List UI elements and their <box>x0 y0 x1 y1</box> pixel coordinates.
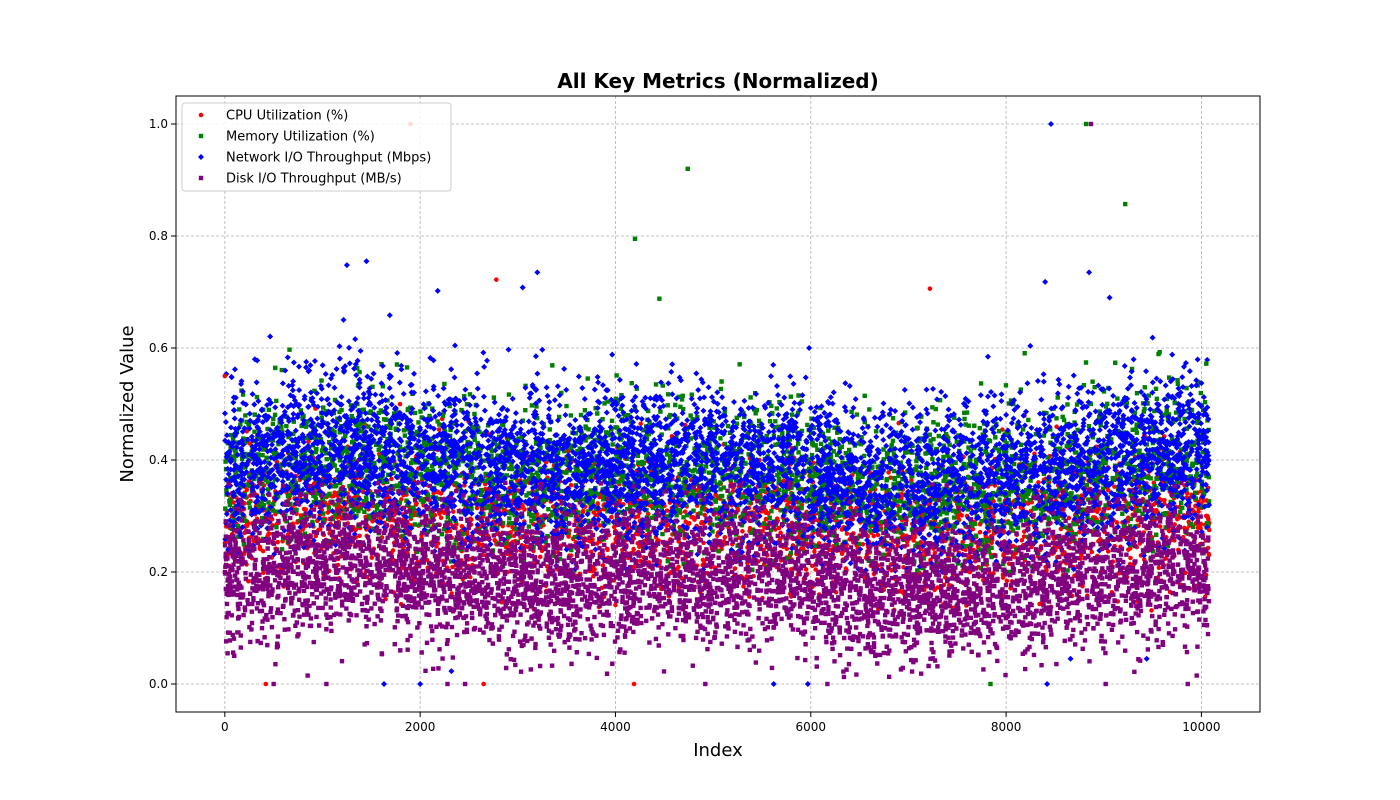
x-tick-label: 4000 <box>600 720 631 734</box>
series-2-outlier-point <box>1106 294 1113 301</box>
series-2-outlier-point <box>381 681 388 687</box>
series-0-outlier-point <box>481 681 486 687</box>
series-2-outlier-point <box>1042 278 1049 285</box>
series-3-outlier-point <box>271 681 276 687</box>
plot-frame <box>175 95 1261 713</box>
chart-title: All Key Metrics (Normalized) <box>557 69 879 93</box>
x-axis-title: Index <box>693 740 743 761</box>
series-0-outlier-point <box>494 277 499 282</box>
y-tick-label: 0.0 <box>149 677 168 691</box>
legend-label: Memory Utilization (%) <box>226 130 375 145</box>
series-1-outlier-point <box>357 369 362 375</box>
series-0-outlier-point <box>631 681 637 687</box>
series-1-outlier-point <box>1204 361 1209 366</box>
series-3-outlier-point <box>1185 681 1190 687</box>
legend-marker <box>198 154 204 160</box>
legend-marker <box>198 112 204 118</box>
series-1-outlier-point <box>632 236 638 241</box>
y-tick-label: 1.0 <box>149 117 168 131</box>
x-tick-label: 6000 <box>796 720 827 734</box>
y-tick-label: 0.6 <box>149 341 168 355</box>
series-2-outlier-point <box>417 681 424 687</box>
series-0-outlier-point <box>1206 527 1212 533</box>
series-2-outlier-point <box>1067 655 1074 662</box>
y-tick-label: 0.2 <box>149 565 168 579</box>
series-2-outlier-point <box>770 681 777 687</box>
x-tick-label: 0 <box>221 720 229 734</box>
ticks-layer: 0 2000 4000 6000 8000 10000 0.0 0.2 0.4 0.6 0.8 1.0 <box>149 117 1221 734</box>
series-3-outlier-point <box>703 681 708 687</box>
series-2-outlier-point <box>448 668 455 675</box>
series-2-outlier-point <box>363 258 370 265</box>
series-3-outlier-point <box>324 681 329 687</box>
legend-box <box>181 102 452 192</box>
series-2-outlier-point <box>1086 269 1093 276</box>
series-3-outlier-point <box>825 681 830 687</box>
y-axis-title: Normalized Value <box>117 325 138 482</box>
series-2-outlier-point <box>1048 121 1055 127</box>
legend-marker <box>198 133 204 139</box>
series-1-outlier-point <box>1123 201 1128 207</box>
series-2-outlier-point <box>519 284 526 291</box>
legend-label: Network I/O Throughput (Mbps) <box>226 151 431 166</box>
y-tick-label: 0.8 <box>149 229 168 243</box>
series-1-outlier-point <box>988 681 993 687</box>
points-layer <box>221 121 1213 687</box>
series-1-outlier-point <box>685 166 690 171</box>
series-3-points <box>222 480 1212 680</box>
legend: CPU Utilization (%) Memory Utilization (%… <box>181 102 452 192</box>
series-3-outlier-point <box>445 681 450 687</box>
series-0-points <box>222 401 1212 614</box>
series-2-outlier-point <box>534 269 541 276</box>
series-2-outlier-point <box>343 262 350 269</box>
x-tick-label: 10000 <box>1182 720 1220 734</box>
series-2-points <box>221 312 1213 575</box>
series-0-outlier-point <box>222 373 228 379</box>
series-1-outlier-point <box>657 296 662 301</box>
x-tick-label: 2000 <box>405 720 436 734</box>
series-2-outlier-point <box>1143 655 1150 662</box>
series-3-outlier-point <box>462 681 468 687</box>
series-2-outlier-point <box>434 287 441 294</box>
series-2-outlier-point <box>804 681 811 687</box>
series-0-outlier-point <box>927 286 933 291</box>
x-tick-label: 8000 <box>991 720 1022 734</box>
series-2-outlier-point <box>1044 681 1051 687</box>
series-0-outlier-point <box>263 681 269 687</box>
series-3-outlier-point <box>1088 121 1094 127</box>
y-tick-label: 0.4 <box>149 453 168 467</box>
legend-marker <box>198 175 204 181</box>
series-3-outlier-point <box>1103 681 1108 687</box>
legend-label: CPU Utilization (%) <box>226 109 348 124</box>
series-1-outlier-point <box>1083 121 1089 127</box>
legend-label: Disk I/O Throughput (MB/s) <box>226 172 402 187</box>
